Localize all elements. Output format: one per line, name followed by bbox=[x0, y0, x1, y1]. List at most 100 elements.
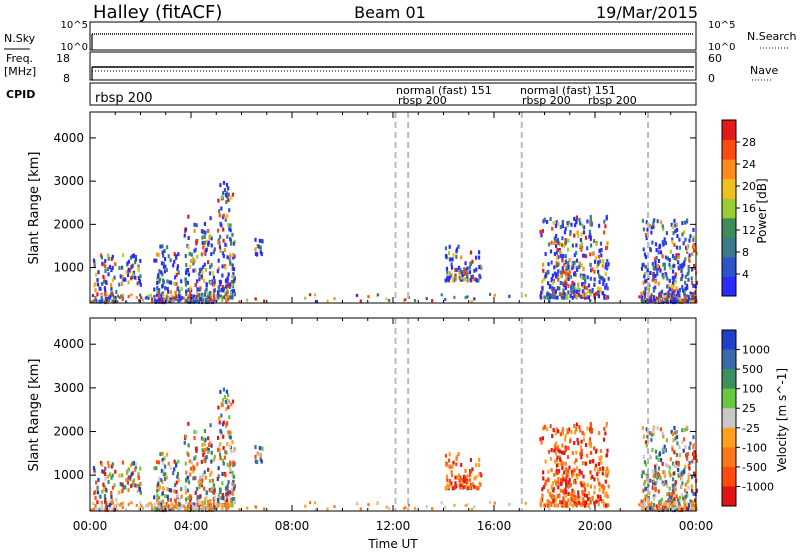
velocity-echo-cell bbox=[203, 500, 207, 505]
velocity-echo-cell bbox=[194, 490, 197, 495]
velocity-echo-cell bbox=[230, 402, 233, 407]
power-echo-cell bbox=[674, 272, 677, 277]
power-echo-cell bbox=[646, 227, 649, 232]
velocity-echo-cell bbox=[597, 462, 600, 467]
velocity-ground-scatter-cell bbox=[333, 505, 336, 509]
velocity-echo-cell bbox=[663, 448, 666, 453]
power-echo-cell bbox=[161, 250, 164, 255]
power-echo-cell bbox=[571, 280, 574, 285]
velocity-echo-cell bbox=[584, 488, 587, 493]
power-echo-cell bbox=[110, 268, 113, 273]
velocity-echo-cell bbox=[231, 497, 234, 502]
velocity-echo-cell bbox=[593, 477, 596, 482]
power-ground-scatter-cell bbox=[124, 300, 128, 304]
velocity-echo-cell bbox=[458, 478, 461, 483]
velocity-echo-cell bbox=[554, 441, 558, 446]
power-echo-cell bbox=[219, 279, 223, 284]
power-echo-cell bbox=[589, 219, 592, 224]
power-ground-scatter-cell bbox=[440, 293, 443, 297]
velocity-ground-scatter-cell bbox=[226, 506, 230, 510]
velocity-colorbar-tick-label: 25 bbox=[742, 402, 756, 415]
x-tick-label: 04:00 bbox=[174, 519, 209, 533]
velocity-echo-cell bbox=[448, 452, 451, 457]
velocity-echo-cell bbox=[573, 502, 576, 507]
power-echo-cell bbox=[561, 236, 564, 241]
velocity-echo-cell bbox=[466, 486, 469, 491]
power-ground-scatter-cell bbox=[170, 294, 173, 298]
velocity-echo-cell bbox=[221, 481, 224, 486]
power-echo-cell bbox=[666, 276, 669, 281]
velocity-echo-cell bbox=[217, 466, 220, 471]
velocity-echo-cell bbox=[105, 501, 108, 506]
power-echo-cell bbox=[156, 285, 159, 290]
velocity-echo-cell bbox=[653, 425, 656, 430]
power-echo-cell bbox=[664, 255, 668, 260]
power-echo-cell bbox=[199, 286, 202, 291]
velocity-echo-cell bbox=[672, 490, 675, 495]
power-echo-cell bbox=[650, 225, 653, 230]
velocity-echo-cell bbox=[542, 485, 546, 490]
power-echo-cell bbox=[216, 228, 220, 233]
velocity-echo-cell bbox=[203, 448, 207, 453]
velocity-echo-cell bbox=[156, 488, 159, 493]
power-echo-cell bbox=[555, 261, 558, 266]
velocity-echo-cell bbox=[575, 466, 579, 471]
power-echo-cell bbox=[213, 280, 216, 285]
power-echo-cell bbox=[687, 265, 690, 270]
power-echo-layer bbox=[90, 180, 699, 305]
velocity-echo-cell bbox=[678, 445, 681, 450]
velocity-ground-scatter-cell bbox=[473, 505, 476, 509]
velocity-echo-cell bbox=[664, 504, 667, 509]
power-echo-cell bbox=[132, 253, 136, 258]
power-echo-cell bbox=[644, 233, 648, 238]
velocity-echo-cell bbox=[158, 507, 161, 512]
velocity-echo-cell bbox=[448, 479, 452, 484]
velocity-ground-scatter-cell bbox=[139, 501, 142, 505]
velocity-echo-cell bbox=[658, 473, 661, 478]
velocity-echo-cell bbox=[585, 493, 589, 498]
power-echo-cell bbox=[673, 263, 676, 268]
power-echo-cell bbox=[602, 230, 606, 235]
velocity-echo-cell bbox=[233, 461, 236, 466]
power-echo-cell bbox=[575, 243, 578, 248]
power-echo-cell bbox=[573, 294, 576, 299]
power-echo-cell bbox=[200, 273, 203, 278]
power-echo-cell bbox=[559, 225, 562, 230]
power-echo-cell bbox=[550, 276, 553, 281]
power-echo-cell bbox=[564, 271, 567, 276]
power-echo-cell bbox=[574, 223, 577, 228]
velocity-echo-cell bbox=[102, 470, 106, 475]
power-echo-cell bbox=[593, 293, 596, 298]
power-echo-cell bbox=[678, 294, 681, 299]
velocity-ground-scatter-cell bbox=[172, 503, 175, 507]
power-echo-cell bbox=[201, 297, 204, 302]
power-echo-cell bbox=[466, 278, 469, 283]
power-echo-cell bbox=[542, 219, 545, 224]
power-echo-cell bbox=[670, 222, 673, 227]
power-ground-scatter-cell bbox=[225, 300, 228, 304]
velocity-echo-cell bbox=[678, 453, 681, 458]
power-echo-cell bbox=[210, 252, 213, 257]
nave-label: Nave bbox=[750, 64, 778, 77]
velocity-echo-cell bbox=[677, 467, 680, 472]
power-echo-cell bbox=[200, 292, 204, 297]
power-echo-cell bbox=[564, 254, 567, 259]
power-echo-cell bbox=[586, 219, 589, 224]
power-echo-cell bbox=[136, 281, 139, 286]
velocity-y-tick-label: 2000 bbox=[53, 425, 84, 439]
velocity-ground-scatter-cell bbox=[121, 501, 125, 505]
power-echo-cell bbox=[92, 299, 95, 304]
power-echo-cell bbox=[566, 221, 569, 226]
power-echo-cell bbox=[582, 230, 586, 235]
velocity-echo-cell bbox=[651, 469, 654, 474]
velocity-echo-cell bbox=[573, 440, 576, 445]
velocity-echo-cell bbox=[564, 493, 567, 498]
power-ground-scatter-cell bbox=[666, 296, 669, 300]
power-echo-cell bbox=[216, 290, 220, 295]
velocity-echo-cell bbox=[444, 486, 447, 491]
velocity-echo-cell bbox=[597, 502, 601, 507]
velocity-echo-cell bbox=[564, 447, 568, 452]
velocity-echo-cell bbox=[217, 445, 220, 450]
power-echo-cell bbox=[113, 275, 116, 280]
